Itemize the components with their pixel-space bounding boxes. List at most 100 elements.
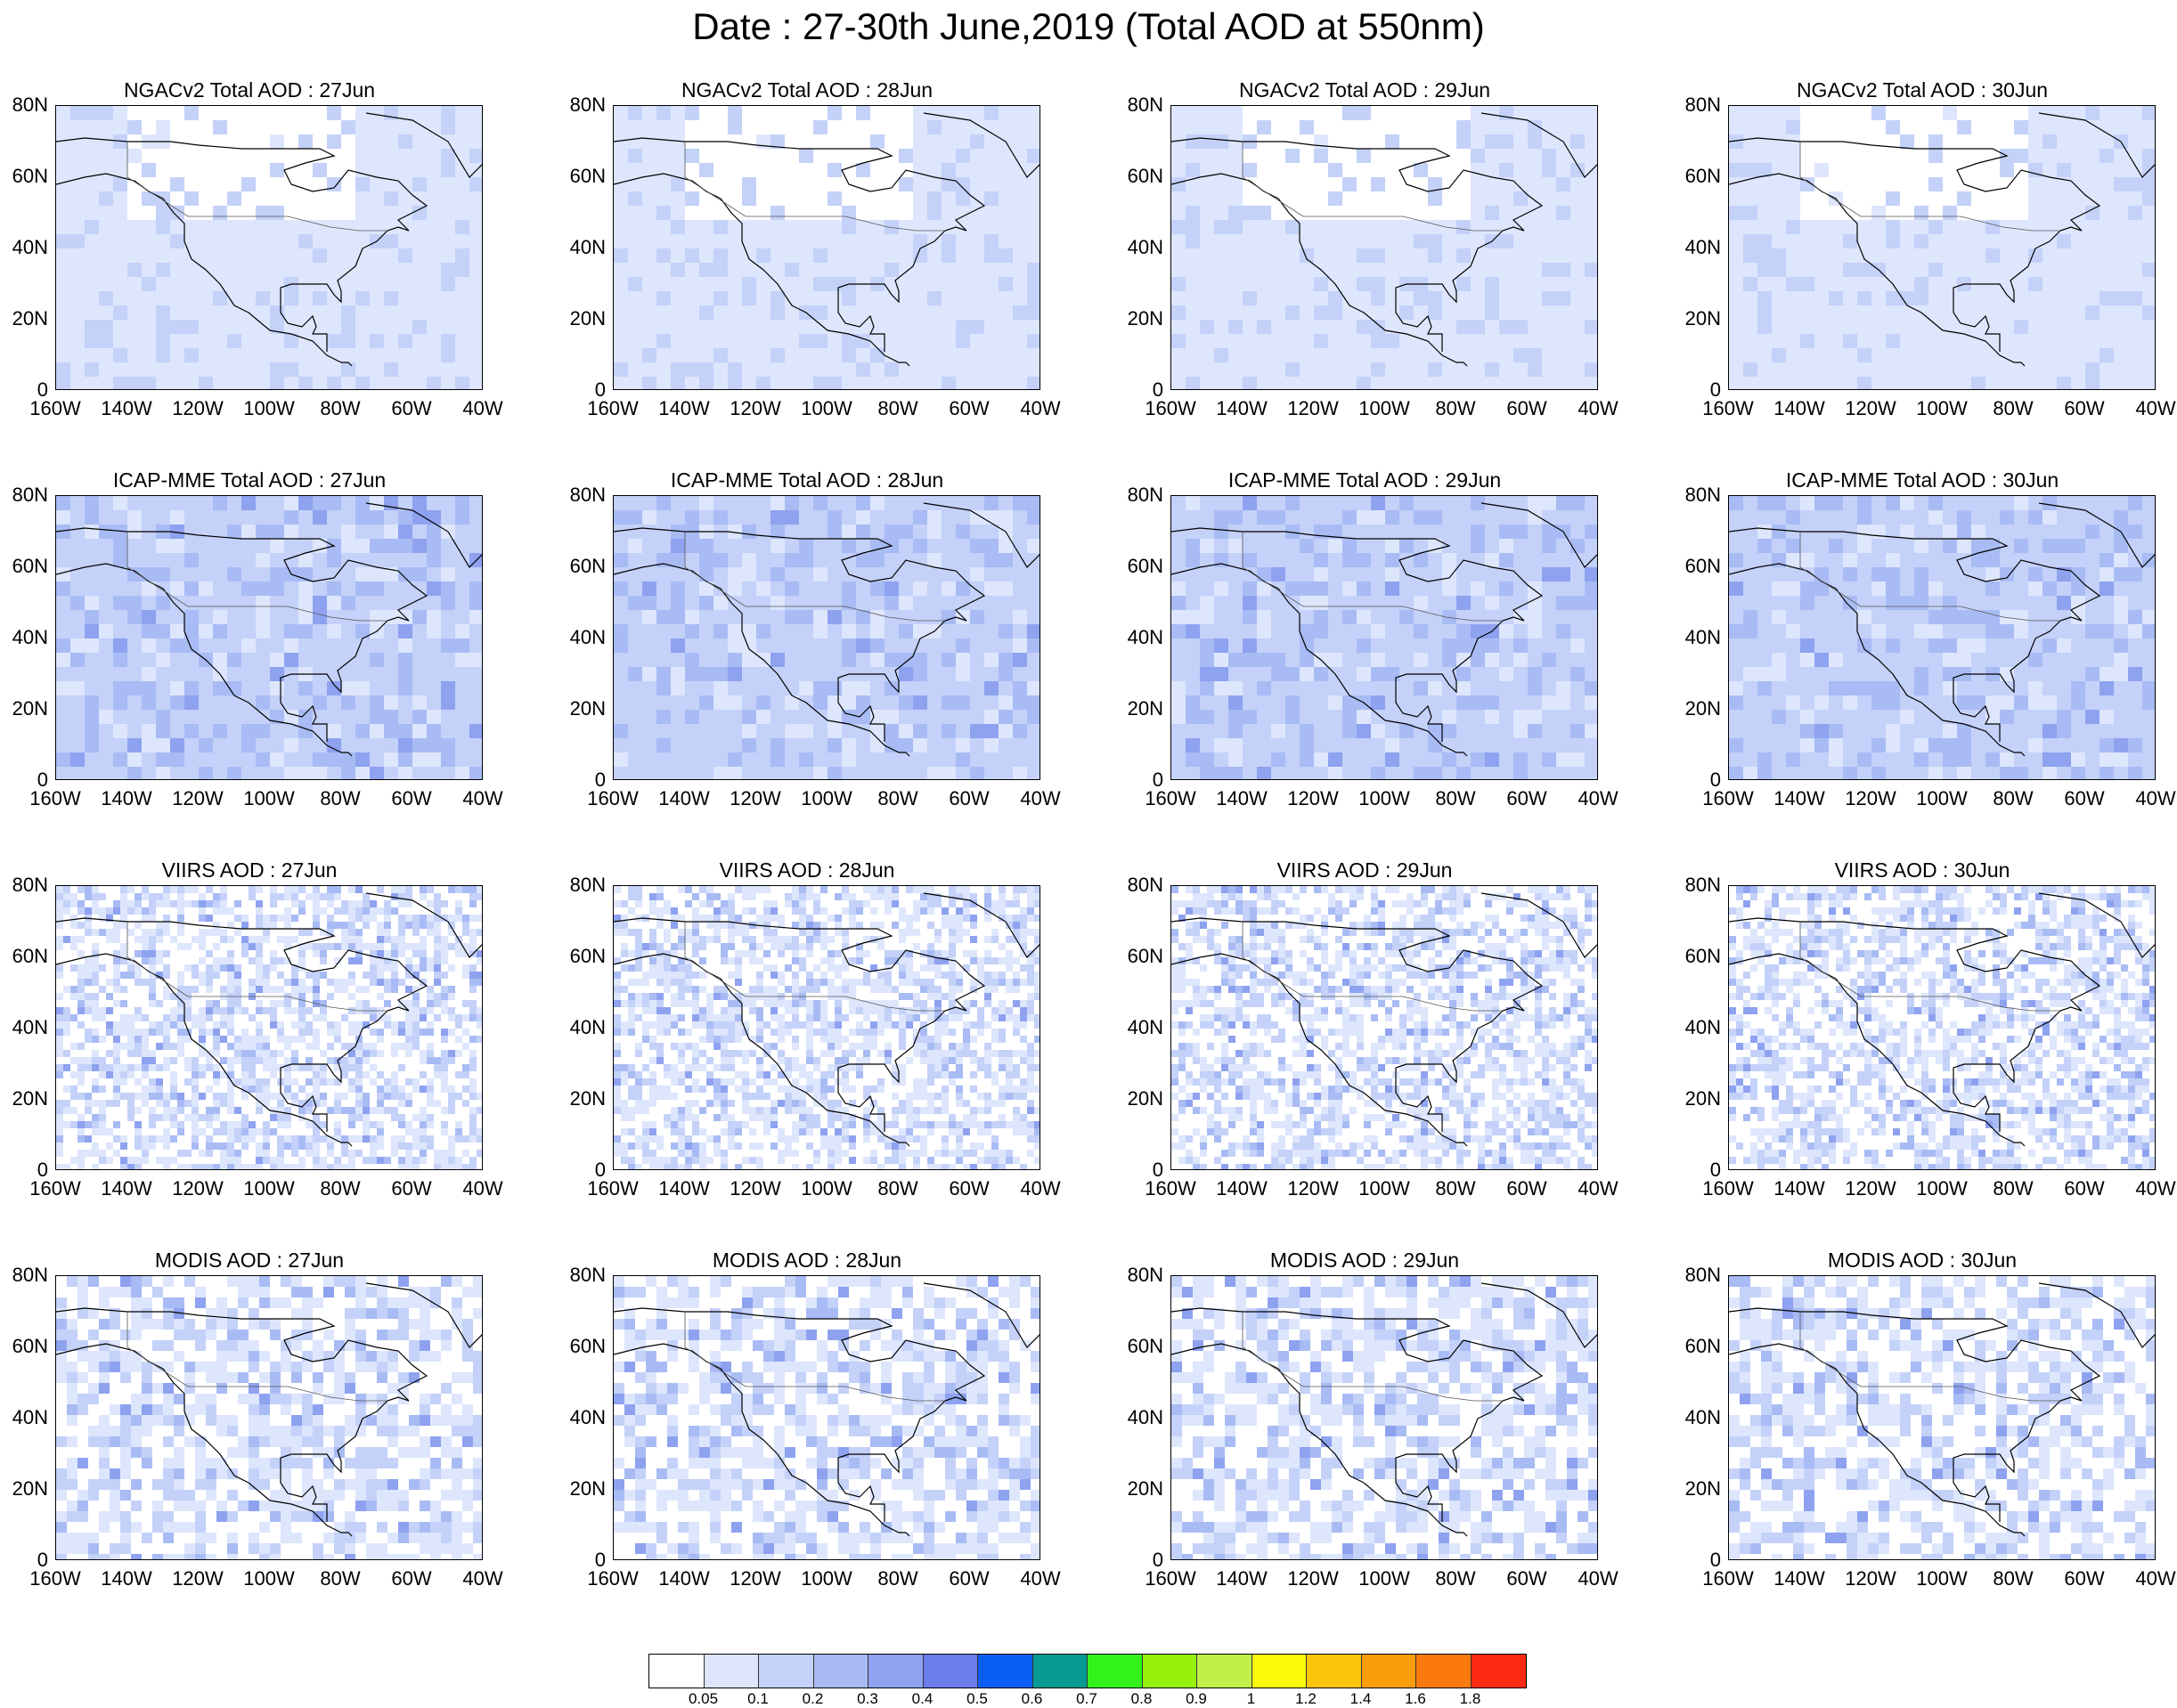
lat-tick-label: 40N bbox=[12, 626, 48, 648]
country-border bbox=[684, 1312, 945, 1402]
lat-tick-label: 0 bbox=[37, 378, 48, 401]
country-border bbox=[684, 532, 945, 622]
colorbar-label: 0.6 bbox=[1021, 1690, 1043, 1707]
lat-tick-label: 80N bbox=[1127, 1264, 1163, 1286]
coastline bbox=[1729, 1307, 2101, 1474]
lon-tick-label: 80W bbox=[320, 397, 361, 419]
map-plot-area bbox=[1728, 1275, 2156, 1560]
lon-tick-label: 160W bbox=[587, 1567, 639, 1590]
map-panel: MODIS AOD : 30Jun 80N 60N 40N 20N 0 160W 140W 12… bbox=[1673, 1248, 2176, 1614]
lat-tick-label: 20N bbox=[1684, 307, 1721, 329]
lon-tick-label: 40W bbox=[1578, 787, 1618, 809]
lat-tick-label: 60N bbox=[569, 1335, 606, 1357]
lat-tick-label: 80N bbox=[12, 484, 48, 506]
lon-tick-label: 120W bbox=[730, 397, 781, 419]
map-panel: ICAP-MME Total AOD : 28Jun 80N 60N 40N 20N 0 1… bbox=[558, 468, 1061, 834]
colorbar bbox=[648, 1654, 1527, 1688]
lat-tick-label: 60N bbox=[1127, 945, 1163, 967]
lon-tick-label: 140W bbox=[101, 1567, 152, 1590]
lon-tick-label: 160W bbox=[587, 1177, 639, 1200]
lat-tick-label: 0 bbox=[1152, 378, 1163, 401]
map-panel: ICAP-MME Total AOD : 30Jun 80N 60N 40N 20N 0 1… bbox=[1673, 468, 2176, 834]
lon-tick-label: 60W bbox=[1506, 397, 1547, 419]
lat-tick-label: 80N bbox=[1684, 484, 1721, 506]
map-panel: ICAP-MME Total AOD : 27Jun 80N 60N 40N 20N 0 1… bbox=[0, 468, 503, 834]
coastline bbox=[365, 112, 482, 178]
coastline bbox=[56, 173, 353, 367]
coastline bbox=[923, 112, 1040, 178]
country-border bbox=[1799, 1312, 2060, 1402]
lat-tick-label: 60N bbox=[1127, 1335, 1163, 1357]
lon-tick-label: 40W bbox=[462, 1567, 503, 1590]
lat-tick-label: 0 bbox=[1709, 1549, 1721, 1571]
map-plot-area bbox=[1170, 105, 1598, 390]
lat-tick-label: 20N bbox=[12, 697, 48, 720]
lon-tick-label: 80W bbox=[1435, 1567, 1476, 1590]
lat-tick-label: 0 bbox=[1709, 769, 1721, 791]
lon-tick-label: 40W bbox=[1020, 1177, 1061, 1200]
lon-tick-label: 40W bbox=[462, 397, 503, 419]
lat-tick-label: 60N bbox=[1684, 165, 1721, 187]
aod-map bbox=[1171, 106, 1597, 389]
lon-tick-label: 80W bbox=[877, 1567, 918, 1590]
lon-tick-label: 100W bbox=[243, 1177, 295, 1200]
lon-tick-label: 60W bbox=[1506, 787, 1547, 809]
map-plot-area bbox=[613, 495, 1040, 780]
lat-tick-label: 40N bbox=[1127, 1406, 1163, 1428]
map-panel: VIIRS AOD : 30Jun 80N 60N 40N 20N 0 160W 140W 12… bbox=[1673, 858, 2176, 1224]
lon-tick-label: 100W bbox=[1916, 787, 1968, 809]
colorbar-swatch bbox=[1088, 1655, 1143, 1688]
lon-tick-label: 120W bbox=[730, 1177, 781, 1200]
lon-tick-label: 120W bbox=[172, 1177, 224, 1200]
panel-title: VIIRS AOD : 29Jun bbox=[1276, 858, 1453, 882]
coastline bbox=[1729, 173, 2026, 367]
coastline bbox=[614, 137, 986, 304]
lon-tick-label: 160W bbox=[1145, 397, 1196, 419]
coastline bbox=[923, 502, 1040, 568]
lat-tick-label: 40N bbox=[1127, 236, 1163, 258]
lon-tick-label: 100W bbox=[801, 1177, 852, 1200]
country-border bbox=[126, 1312, 387, 1402]
map-panel: NGACv2 Total AOD : 29Jun 80N 60N 40N 20N 0 160… bbox=[1115, 78, 1618, 443]
lat-tick-label: 0 bbox=[1152, 1549, 1163, 1571]
coastline bbox=[614, 917, 986, 1084]
country-border bbox=[684, 142, 945, 232]
lon-tick-label: 120W bbox=[172, 397, 224, 419]
coastline bbox=[614, 1307, 986, 1474]
lon-tick-label: 120W bbox=[1845, 787, 1896, 809]
lat-tick-label: 40N bbox=[12, 1406, 48, 1428]
country-border bbox=[684, 922, 945, 1012]
aod-map bbox=[1729, 106, 2155, 389]
lon-tick-label: 100W bbox=[1358, 1177, 1410, 1200]
coastline bbox=[56, 137, 428, 304]
country-border bbox=[126, 922, 387, 1012]
lon-tick-label: 140W bbox=[1216, 787, 1268, 809]
coastline bbox=[1171, 563, 1468, 757]
coastline bbox=[923, 892, 1040, 958]
lon-tick-label: 60W bbox=[949, 397, 990, 419]
lon-tick-label: 100W bbox=[801, 787, 852, 809]
lon-tick-label: 160W bbox=[587, 787, 639, 809]
country-border bbox=[1242, 922, 1503, 1012]
lat-tick-label: 80N bbox=[569, 484, 606, 506]
lon-tick-label: 100W bbox=[1916, 397, 1968, 419]
aod-map bbox=[1729, 886, 2155, 1169]
aod-map bbox=[1171, 1276, 1597, 1559]
lon-tick-label: 160W bbox=[1145, 1177, 1196, 1200]
colorbar-swatch bbox=[1032, 1655, 1088, 1688]
coastline bbox=[1729, 527, 2101, 694]
map-plot-area bbox=[1728, 105, 2156, 390]
lat-tick-label: 20N bbox=[569, 307, 606, 329]
lat-tick-label: 40N bbox=[1684, 236, 1721, 258]
lon-tick-label: 160W bbox=[1702, 787, 1754, 809]
panel-title: MODIS AOD : 27Jun bbox=[154, 1248, 345, 1272]
lon-tick-label: 60W bbox=[949, 1177, 990, 1200]
coastline bbox=[614, 1343, 910, 1537]
lat-tick-label: 60N bbox=[12, 1335, 48, 1357]
lat-tick-label: 60N bbox=[1684, 555, 1721, 577]
aod-map bbox=[614, 886, 1040, 1169]
lon-tick-label: 40W bbox=[1020, 1567, 1061, 1590]
lon-tick-label: 80W bbox=[1993, 1177, 2034, 1200]
map-panel: ICAP-MME Total AOD : 29Jun 80N 60N 40N 20N 0 1… bbox=[1115, 468, 1618, 834]
panel-title: MODIS AOD : 30Jun bbox=[1827, 1248, 2018, 1272]
